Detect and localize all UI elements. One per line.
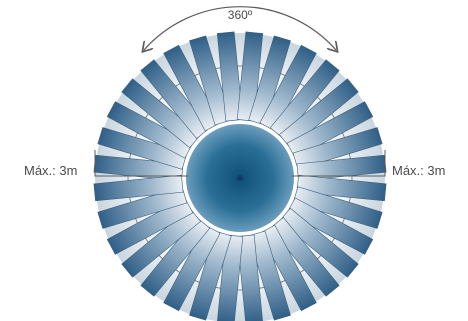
detection-spoke [296,174,387,202]
max-range-bracket-left [94,150,188,177]
detection-spoke [292,127,383,170]
detection-spoke [286,101,374,159]
detection-spoke [93,174,184,202]
detection-spoke [286,197,374,255]
detection-spoke [189,35,232,126]
detection-spoke [269,59,340,139]
max-range-label-left: Máx.: 3m [24,163,77,178]
detection-spoke [106,197,194,255]
detection-spoke [97,186,188,229]
max-range-bracket-right [292,150,386,177]
detection-spoke [248,35,291,126]
rotation-arc-arrow [144,6,336,50]
detection-spoke [140,217,211,297]
detection-spoke [106,101,194,159]
detection-spoke [140,59,211,139]
detection-spoke [269,217,340,297]
detection-spoke [248,230,291,321]
detection-spokes [93,31,387,321]
range-ring-outer [127,65,353,291]
detection-spoke [163,224,221,312]
detection-spoke [216,234,244,321]
detection-spoke [292,186,383,229]
max-range-label-right: Máx.: 3m [392,163,445,178]
detection-spoke [279,78,359,149]
detection-spoke [259,224,317,312]
sensor-center-core [237,175,243,181]
detection-spoke [236,234,264,321]
angle-label: 360º [228,8,253,22]
detection-spoke [97,127,188,170]
detection-spoke [189,230,232,321]
detection-spoke [216,31,244,122]
detection-spoke [236,31,264,122]
detection-spoke [279,207,359,278]
detection-spoke [121,207,201,278]
detection-spoke [121,78,201,149]
